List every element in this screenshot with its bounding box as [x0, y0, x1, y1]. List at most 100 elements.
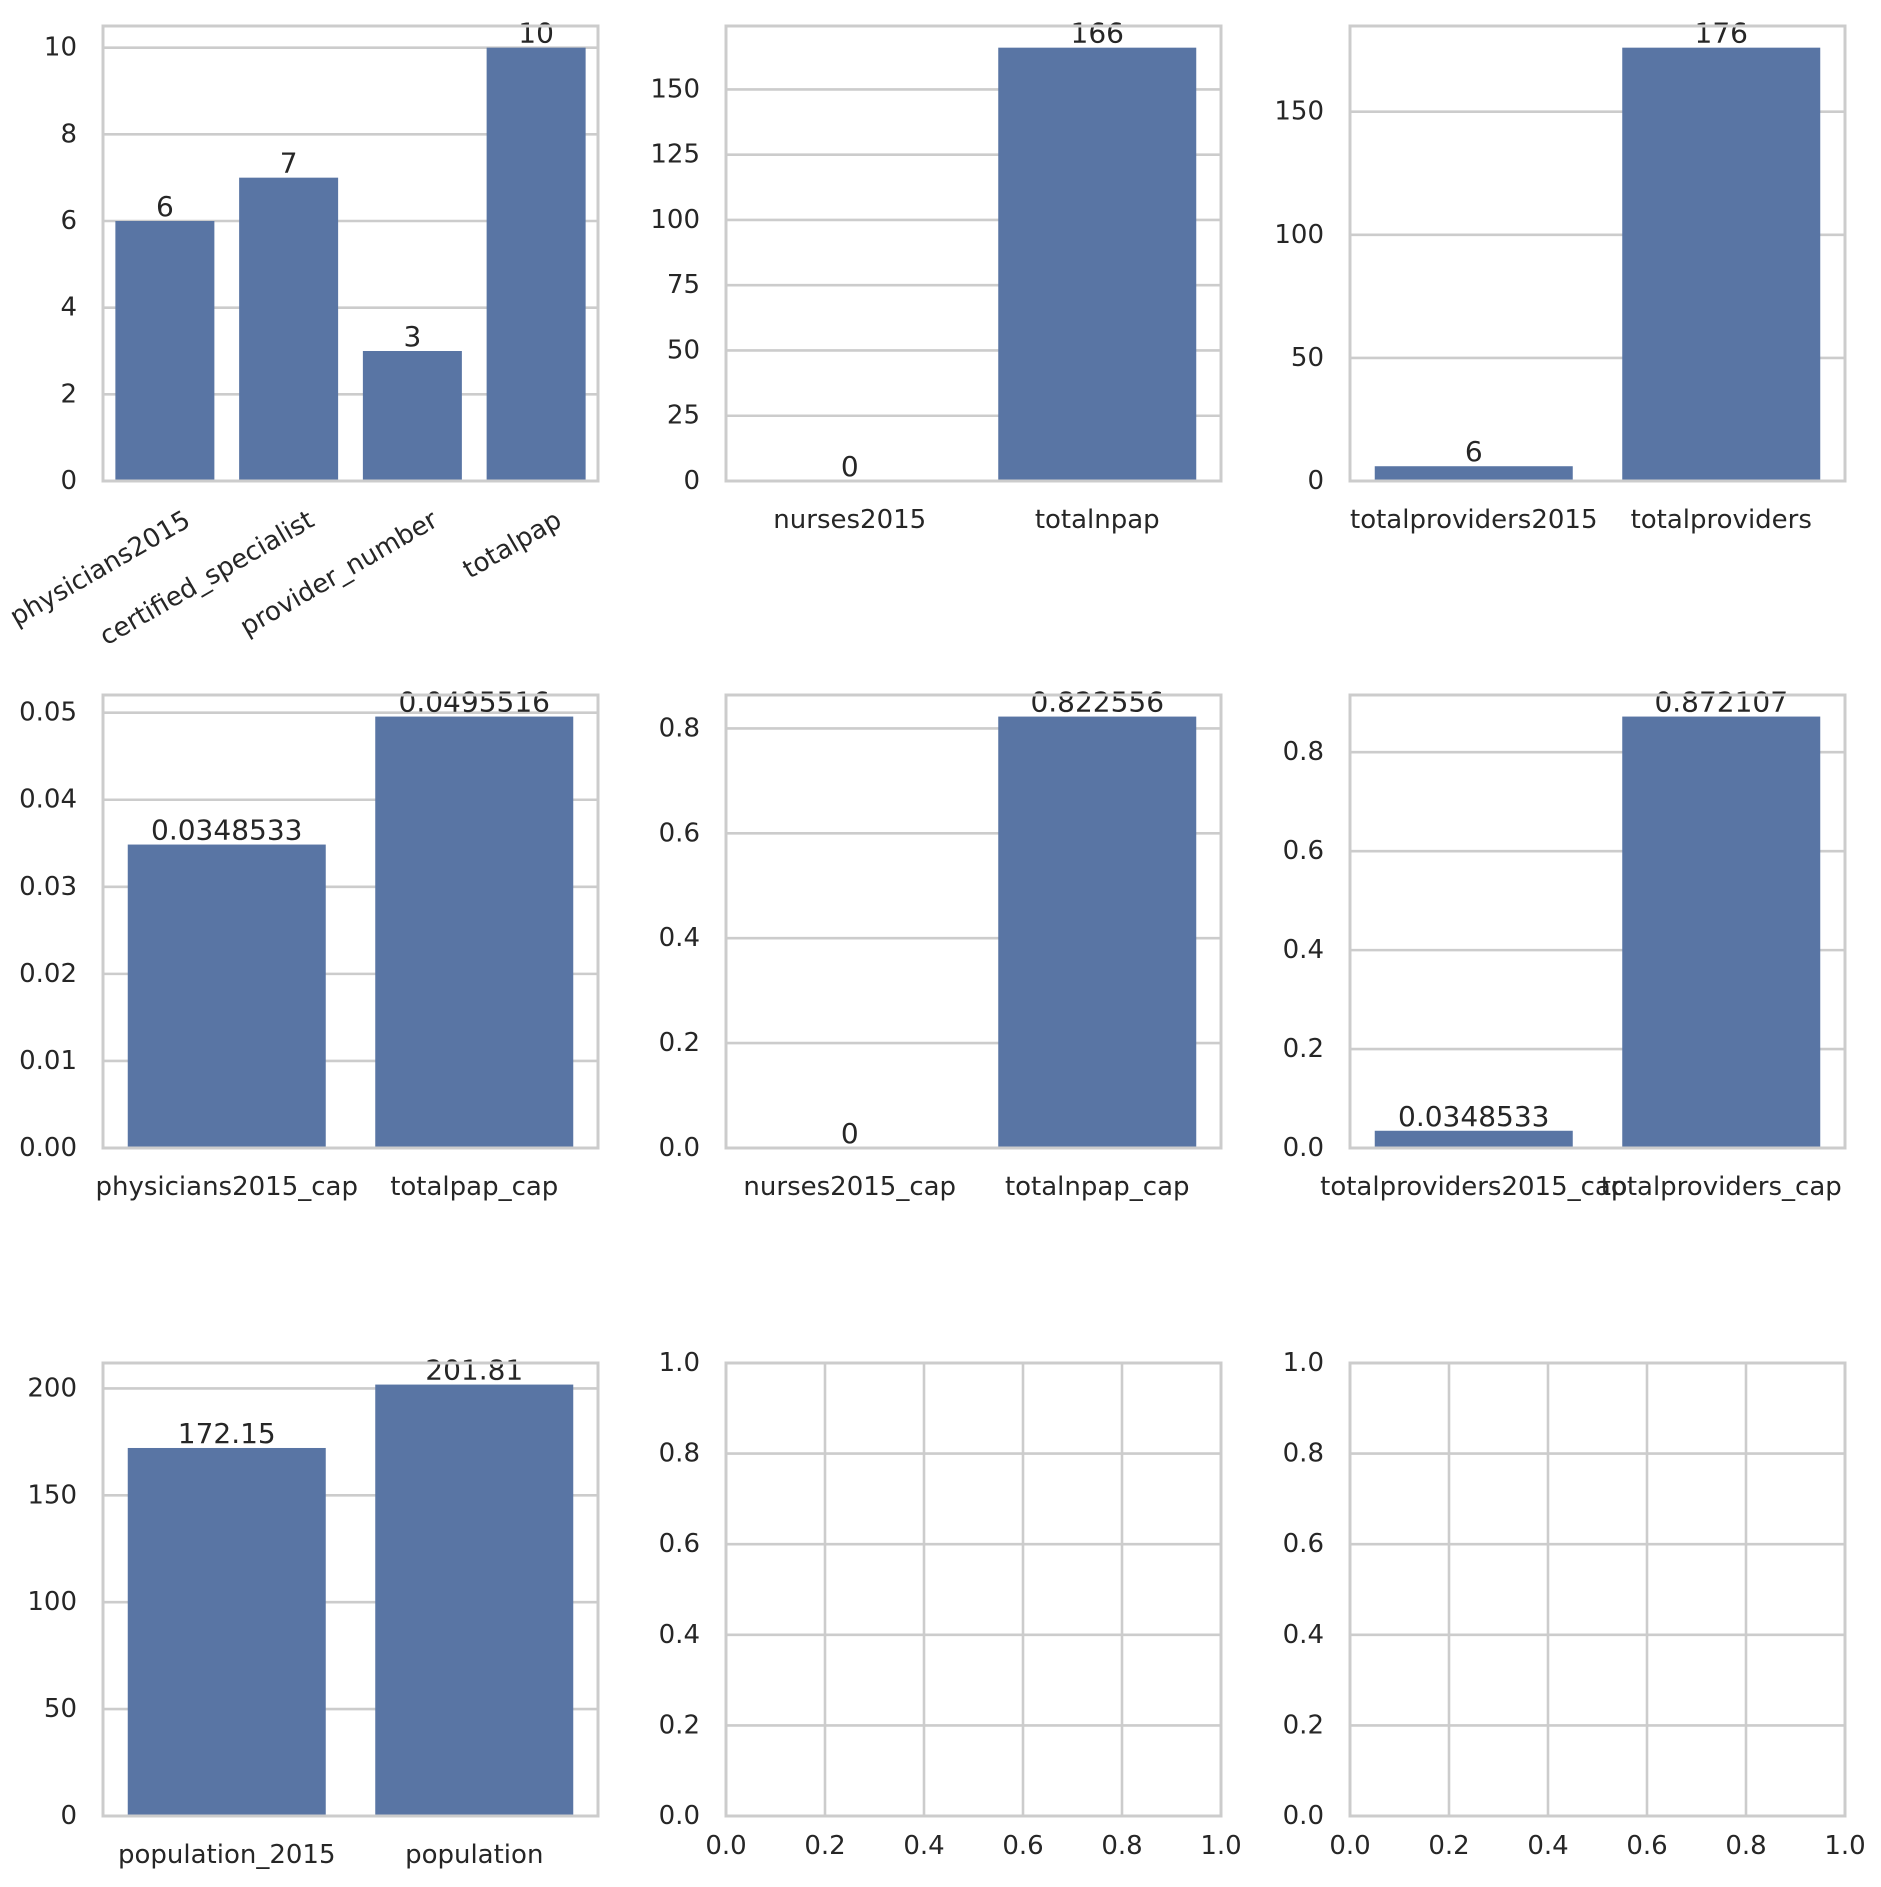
y-tick-label: 50	[1291, 343, 1324, 373]
x-tick-label: provider_number	[235, 505, 443, 643]
axes-frame	[1348, 1361, 1847, 1818]
bar	[486, 47, 586, 482]
y-tick-label: 150	[650, 74, 700, 104]
y-tick-label: 0.4	[1283, 935, 1324, 965]
x-tick-label: physicians2015_cap	[95, 1172, 358, 1202]
bar-value-label: 0.0348533	[1398, 1100, 1549, 1133]
bar-value-label: 172.15	[178, 1417, 276, 1450]
y-tick-label: 50	[44, 1694, 77, 1724]
y-tick-label: 150	[1274, 97, 1324, 127]
subplot-2: 0 25 50 75 100 125 150 0 nurses2015 166 totalnpap	[650, 17, 1223, 535]
y-tick-label: 0.6	[1283, 836, 1324, 866]
y-tick-label: 1.0	[659, 1348, 700, 1378]
x-tick-label: totalproviders_cap	[1601, 1172, 1842, 1202]
bar	[127, 844, 326, 1148]
y-tick-label: 0.02	[19, 959, 77, 989]
subplot-7: 0 50 100 150 200 172.15 population_2015 201.81 p…	[27, 1354, 600, 1870]
y-tick-label: 0.6	[1283, 1529, 1324, 1559]
axes-frame	[1348, 693, 1847, 1150]
x-tick-label: 1.0	[1824, 1831, 1865, 1861]
bar-value-label: 0.0495516	[399, 686, 550, 719]
bar-value-label: 0	[841, 1117, 859, 1150]
y-tick-label: 0.2	[659, 1028, 700, 1058]
x-tick-label: population_2015	[118, 1840, 336, 1870]
subplot-5: 0.0 0.2 0.4 0.6 0.8 0 nurses2015_cap 0.822556 to…	[659, 686, 1223, 1202]
bar	[239, 177, 339, 481]
axes-frame	[101, 24, 600, 483]
y-tick-label: 150	[27, 1480, 77, 1510]
y-tick-label: 0.0	[1283, 1801, 1324, 1831]
x-tick-label: 0.0	[1329, 1831, 1370, 1861]
y-tick-label: 0.04	[19, 785, 77, 815]
x-tick-label: 0.2	[804, 1831, 845, 1861]
bar	[1622, 47, 1821, 482]
bar-value-label: 201.81	[425, 1354, 523, 1387]
subplot-1: 02468106physicians20157certified_special…	[5, 17, 600, 652]
subplot-8: 0.0 0.2 0.4 0.6 0.8 1.0 0.0 0.2 0.4 0.6 0.8 1.0	[659, 1348, 1242, 1861]
x-tick-label: 0.0	[705, 1831, 746, 1861]
bar	[362, 351, 462, 481]
axes-frame	[724, 1361, 1223, 1818]
y-tick-label: 0.0	[659, 1133, 700, 1163]
x-tick-label: totalproviders2015	[1350, 505, 1598, 535]
y-tick-label: 2	[60, 379, 77, 409]
bar	[1374, 466, 1573, 481]
y-tick-label: 0.8	[659, 1439, 700, 1469]
y-tick-label: 0.0	[659, 1801, 700, 1831]
y-tick-label: 4	[60, 293, 77, 323]
axes-frame	[724, 24, 1223, 483]
subplot-4: 0.00 0.01 0.02 0.03 0.04 0.05 0.0348533 physici…	[19, 686, 600, 1202]
bar-value-label: 7	[280, 147, 298, 180]
y-tick-label: 75	[667, 270, 700, 300]
bar-value-label: 0.872107	[1654, 686, 1788, 719]
y-tick-label: 0.8	[1283, 1439, 1324, 1469]
y-tick-label: 0	[683, 466, 700, 496]
y-tick-label: 0.2	[659, 1710, 700, 1740]
bar-value-label: 0	[841, 450, 859, 483]
y-tick-label: 0.4	[659, 1620, 700, 1650]
bar	[375, 716, 574, 1148]
y-tick-label: 0	[60, 1801, 77, 1831]
subplot-6: 0.0 0.2 0.4 0.6 0.8 0.0348533 totalproviders20…	[1283, 686, 1847, 1202]
bar	[998, 716, 1197, 1148]
y-tick-label: 50	[667, 335, 700, 365]
axes-frame	[101, 693, 600, 1150]
y-tick-label: 0.2	[1283, 1034, 1324, 1064]
x-tick-label: totalproviders	[1631, 505, 1812, 535]
y-tick-label: 0.01	[19, 1046, 77, 1076]
axes-frame	[1348, 24, 1847, 483]
y-tick-label: 0.6	[659, 818, 700, 848]
y-tick-label: 1.0	[1283, 1348, 1324, 1378]
bar	[127, 1447, 326, 1816]
y-tick-label: 0.00	[19, 1133, 77, 1163]
x-tick-label: 0.6	[1002, 1831, 1043, 1861]
y-tick-label: 10	[44, 33, 77, 63]
y-tick-label: 0	[60, 466, 77, 496]
x-tick-label: totalnpap_cap	[1005, 1172, 1190, 1202]
y-tick-label: 0.8	[1283, 737, 1324, 767]
bar-value-label: 6	[156, 190, 174, 223]
x-tick-label: 1.0	[1200, 1831, 1241, 1861]
y-tick-label: 0.03	[19, 872, 77, 902]
x-tick-label: population	[405, 1840, 543, 1870]
x-tick-label: 0.4	[1527, 1831, 1568, 1861]
bar-value-label: 176	[1695, 17, 1748, 50]
x-tick-label: totalpap_cap	[390, 1172, 558, 1202]
y-tick-label: 25	[667, 401, 700, 431]
y-tick-label: 200	[27, 1373, 77, 1403]
bar	[375, 1384, 574, 1816]
y-tick-label: 0.4	[1283, 1620, 1324, 1650]
subplot-9: 0.0 0.2 0.4 0.6 0.8 1.0 0.0 0.2 0.4 0.6 0.8 1.0	[1283, 1348, 1866, 1861]
x-tick-label: 0.8	[1725, 1831, 1766, 1861]
y-tick-label: 0.8	[659, 713, 700, 743]
y-tick-label: 0.2	[1283, 1710, 1324, 1740]
x-tick-label: 0.6	[1626, 1831, 1667, 1861]
x-tick-label: totalnpap	[1035, 505, 1160, 535]
y-tick-label: 100	[1274, 220, 1324, 250]
bar-value-label: 6	[1465, 435, 1483, 468]
y-tick-label: 0	[1307, 466, 1324, 496]
bar	[998, 47, 1197, 482]
y-tick-label: 8	[60, 119, 77, 149]
y-tick-label: 0.0	[1283, 1133, 1324, 1163]
